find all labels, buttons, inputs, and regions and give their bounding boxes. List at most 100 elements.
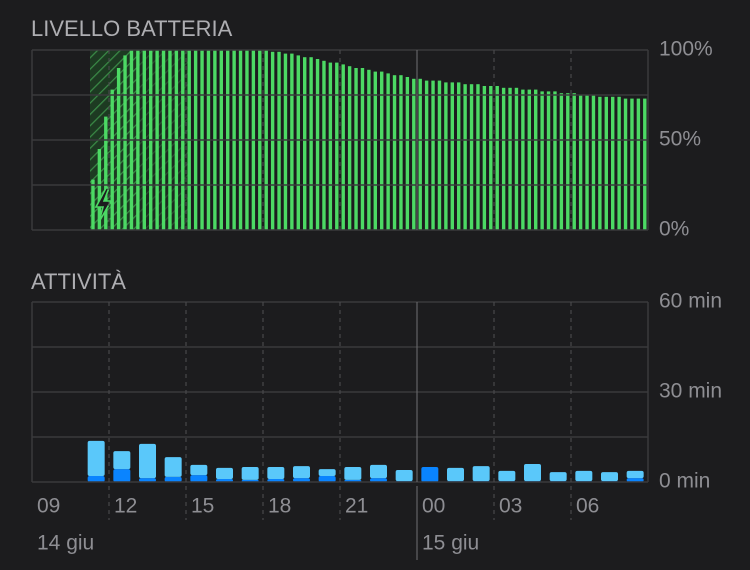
activity-bar: [626, 478, 644, 482]
battery-bar: [270, 51, 275, 230]
battery-bar: [412, 78, 416, 230]
battery-bar: [534, 89, 538, 230]
battery-bar: [476, 84, 480, 230]
x-tick-label: 21: [345, 495, 368, 518]
activity-bar: [139, 478, 156, 482]
x-tick-label: 03: [499, 495, 522, 518]
battery-bar: [315, 59, 320, 230]
battery-bar: [380, 71, 384, 230]
activity-bar: [575, 470, 593, 482]
battery-bar: [91, 179, 95, 230]
activity-bar: [164, 457, 182, 477]
battery-bar: [283, 53, 288, 230]
activity-bar: [498, 470, 516, 482]
battery-bar: [463, 84, 467, 230]
activity-bar: [447, 467, 464, 482]
activity-bar: [241, 467, 259, 480]
activity-bar: [472, 466, 490, 482]
battery-bar: [373, 71, 377, 230]
battery-bar: [527, 89, 531, 230]
battery-bar: [585, 95, 589, 230]
battery-bar: [469, 84, 474, 230]
battery-bar: [354, 68, 358, 230]
activity-bar: [139, 443, 156, 479]
activity-bar: [293, 478, 310, 482]
date-label: 14 giu: [37, 532, 94, 555]
activity-bar: [190, 464, 208, 476]
battery-bar: [347, 66, 352, 230]
battery-bar: [598, 96, 602, 230]
battery-bar: [386, 73, 390, 231]
battery-bar: [501, 87, 506, 230]
y-tick-label: 100%: [659, 38, 713, 61]
battery-bar: [296, 55, 300, 231]
battery-bar: [546, 91, 551, 231]
activity-bar: [344, 467, 362, 480]
battery-bar: [405, 77, 410, 230]
battery-bar: [367, 69, 371, 230]
battery-bar: [643, 98, 647, 230]
y-tick-label: 50%: [659, 128, 701, 151]
activity-bar: [318, 469, 336, 476]
battery-bar: [303, 57, 307, 231]
battery-bar: [360, 68, 365, 230]
battery-bar: [392, 75, 397, 230]
battery-bar: [110, 89, 114, 230]
battery-bar: [636, 98, 641, 230]
battery-bar: [559, 93, 564, 230]
x-tick-label: 15: [191, 495, 214, 518]
activity-bar: [370, 478, 387, 482]
battery-bar: [591, 95, 596, 230]
activity-bar: [421, 467, 439, 482]
activity-bar: [113, 469, 131, 482]
battery-bar: [457, 82, 461, 231]
battery-bar: [341, 64, 345, 231]
battery-bar: [623, 98, 628, 230]
battery-bar: [309, 57, 313, 231]
x-tick-label: 12: [114, 495, 137, 518]
battery-bar: [424, 80, 429, 230]
battery-bar: [521, 89, 525, 230]
activity-bar: [601, 472, 618, 482]
activity-bar: [216, 467, 233, 479]
battery-bar: [450, 82, 454, 231]
battery-bar: [553, 91, 557, 231]
battery-bar: [572, 93, 576, 230]
charging-bolt: [94, 187, 113, 223]
battery-bar: [617, 96, 621, 230]
battery-bar: [399, 75, 403, 230]
battery-bar: [630, 98, 634, 230]
activity-bar: [267, 467, 285, 479]
activity-bar: [395, 470, 413, 482]
battery-bar: [611, 96, 615, 230]
battery-bar: [495, 86, 499, 230]
battery-bar: [418, 78, 422, 230]
battery-bar: [578, 95, 583, 230]
activity-bar: [164, 476, 182, 482]
activity-bar: [318, 476, 336, 482]
battery-bar: [489, 86, 493, 230]
battery-bar: [540, 91, 544, 231]
y-tick-label: 0%: [659, 218, 689, 241]
activity-title: ATTIVITÀ: [31, 269, 126, 294]
battery-bar: [277, 51, 281, 230]
battery-bar: [322, 60, 326, 230]
battery-bar: [604, 96, 608, 230]
activity-bar: [190, 475, 208, 482]
activity-bar: [626, 470, 644, 479]
activity-bar: [370, 464, 387, 479]
x-tick-label: 00: [422, 495, 445, 518]
y-tick-label: 60 min: [659, 290, 722, 313]
date-label: 15 giu: [422, 532, 479, 555]
battery-bar: [123, 55, 127, 231]
battery-bar: [328, 62, 333, 230]
x-tick-label: 06: [576, 495, 599, 518]
battery-bar: [97, 149, 102, 230]
battery-bar: [335, 62, 339, 230]
activity-bar: [87, 440, 105, 476]
battery-bar: [482, 86, 487, 230]
battery-bar: [444, 82, 448, 231]
battery-bar: [508, 87, 512, 230]
battery-title: LIVELLO BATTERIA: [31, 16, 233, 41]
